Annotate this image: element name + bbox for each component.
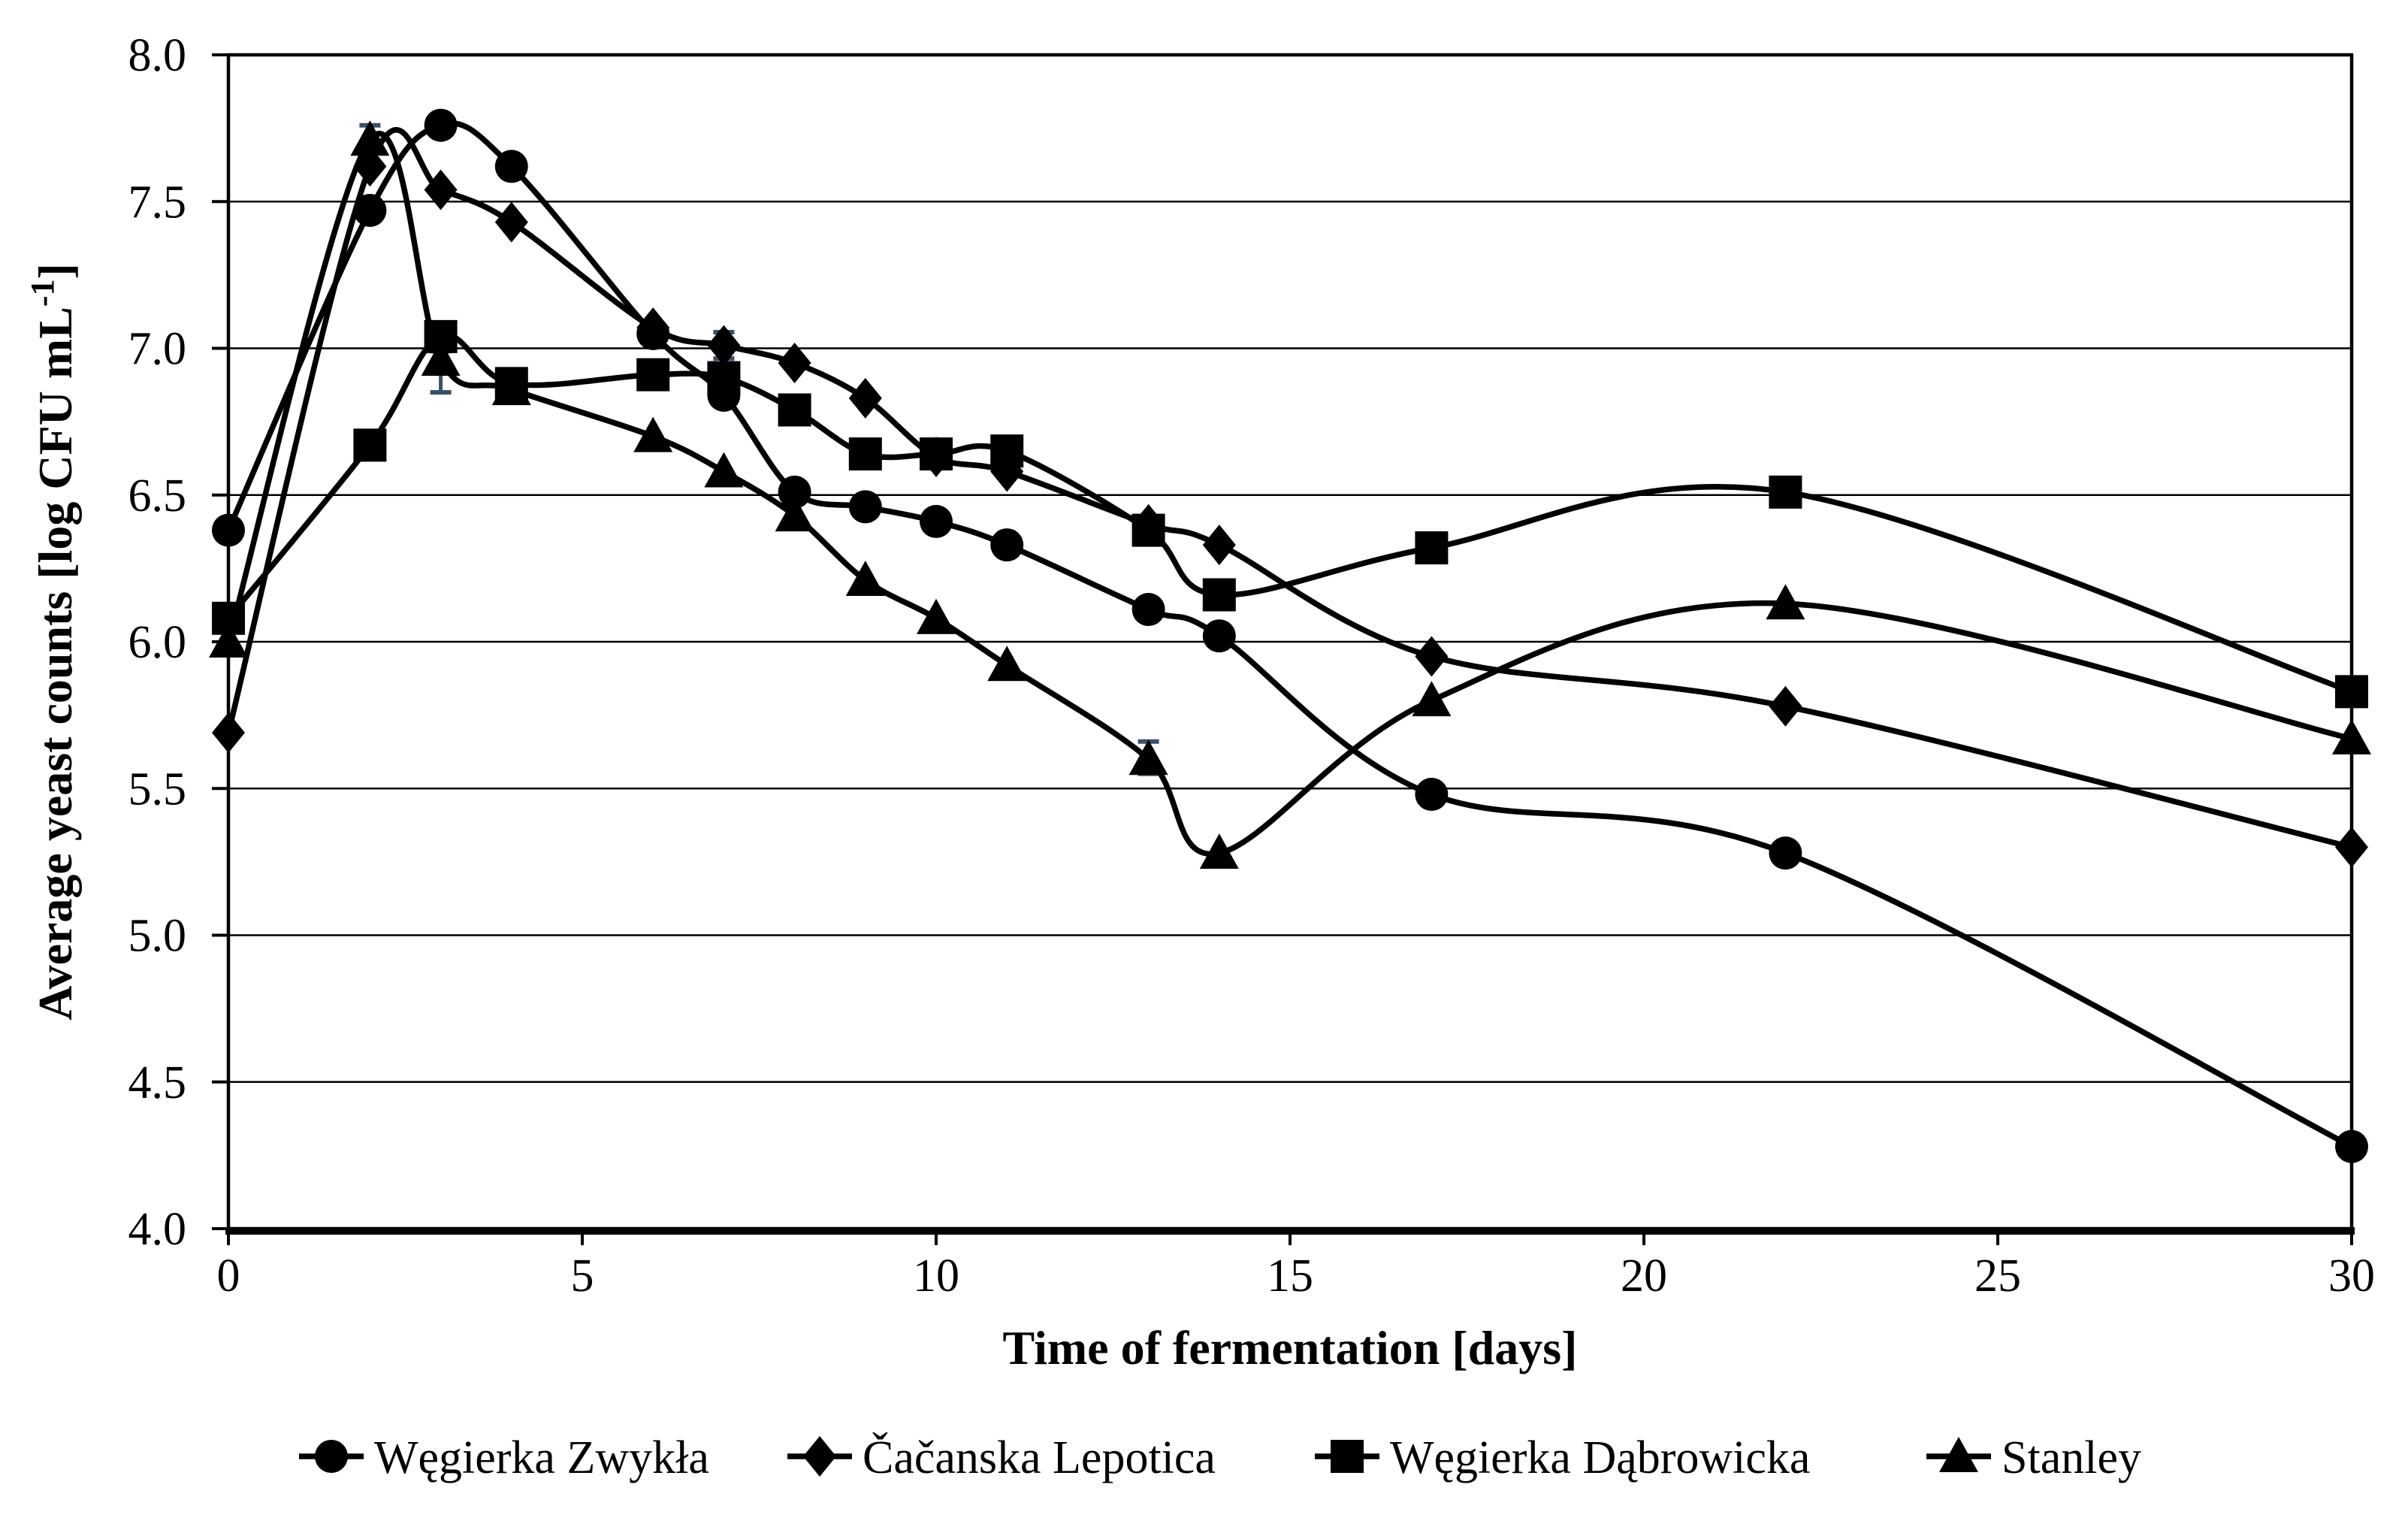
- x-tick-label: 10: [913, 1250, 959, 1302]
- legend-item-label: Čačanska Lepotica: [863, 1432, 1216, 1483]
- diamond-marker: [707, 325, 741, 366]
- legend-item-label: Węgierka Zwykła: [374, 1432, 709, 1483]
- data-series: [225, 120, 2355, 1150]
- series-line-circle: [225, 120, 2355, 1150]
- square-marker: [990, 434, 1024, 468]
- square-marker: [778, 393, 811, 427]
- square-marker: [707, 361, 741, 395]
- triangle-marker: [633, 416, 673, 452]
- circle-marker: [353, 193, 387, 227]
- diamond-marker: [2335, 827, 2368, 868]
- chart-legend: Węgierka Zwykła Čačanska Lepotica Węgierka…: [299, 1432, 2141, 1483]
- triangle-marker: [704, 452, 744, 488]
- square-marker: [353, 428, 387, 462]
- x-tick-label: 5: [571, 1250, 594, 1302]
- series-line-triangle: [225, 131, 2355, 857]
- data-markers: [209, 108, 2371, 1163]
- triangle-marker: [1128, 739, 1168, 776]
- square-marker: [1131, 513, 1165, 547]
- triangle-marker: [1766, 584, 1805, 620]
- circle-marker: [1202, 619, 1236, 653]
- diamond-marker: [848, 377, 882, 419]
- series-line-square: [225, 332, 2355, 695]
- square-marker: [1769, 475, 1802, 509]
- legend-item: Węgierka Dąbrowicka: [1315, 1432, 1810, 1483]
- circle-marker: [424, 108, 458, 142]
- diamond-marker: [778, 343, 811, 384]
- triangle-marker: [987, 646, 1027, 682]
- triangle-marker: [845, 560, 885, 596]
- diamond-marker: [636, 307, 670, 349]
- x-tick-label: 15: [1267, 1250, 1313, 1302]
- diamond-marker: [494, 201, 528, 243]
- triangle-marker: [775, 496, 814, 532]
- circle-marker: [494, 150, 528, 183]
- legend-item-label: Stanley: [2002, 1432, 2141, 1483]
- y-tick-label: 4.0: [128, 1204, 187, 1255]
- diamond-marker: [1415, 636, 1449, 677]
- square-marker: [920, 437, 953, 471]
- series-line-diamond: [225, 127, 2355, 851]
- square-legend-icon: [1331, 1440, 1364, 1473]
- y-tick-label: 5.5: [128, 764, 187, 815]
- legend-item: Węgierka Zwykła: [299, 1432, 709, 1483]
- triangle-marker: [917, 598, 956, 634]
- x-tick-label: 25: [1974, 1250, 2021, 1302]
- diamond-marker: [212, 712, 245, 754]
- diamond-marker: [1769, 685, 1802, 727]
- triangle-marker: [1412, 681, 1452, 717]
- y-tick-label: 5.0: [128, 911, 187, 962]
- square-marker: [636, 358, 670, 392]
- circle-marker: [1415, 778, 1449, 812]
- triangle-marker: [421, 340, 461, 376]
- triangle-marker: [1199, 833, 1239, 869]
- diamond-legend-icon: [803, 1436, 836, 1477]
- x-axis-title: Time of fermentation [days]: [1003, 1321, 1578, 1374]
- circle-marker: [1769, 836, 1802, 870]
- diamond-marker: [1202, 525, 1236, 566]
- square-marker: [848, 437, 882, 471]
- diamond-marker: [424, 169, 458, 210]
- x-tick-label: 0: [217, 1250, 240, 1302]
- x-tick-label: 20: [1621, 1250, 1667, 1302]
- y-tick-label: 8.0: [128, 30, 187, 81]
- triangle-marker: [350, 120, 390, 156]
- triangle-marker: [209, 622, 248, 658]
- y-tick-label: 7.5: [128, 177, 187, 228]
- axis-labels: Time of fermentation [days] 8.0 7.5 7.0 6.5…: [24, 30, 2375, 1374]
- circle-marker: [848, 490, 882, 524]
- y-tick-label: 4.5: [128, 1057, 187, 1108]
- y-tick-label: 7.0: [128, 324, 187, 375]
- circle-legend-icon: [315, 1440, 348, 1473]
- triangle-legend-icon: [1939, 1437, 1978, 1472]
- y-tick-label: 6.0: [128, 617, 187, 668]
- circle-marker: [1131, 593, 1165, 627]
- diamond-marker: [353, 146, 387, 187]
- gridlines: [228, 201, 2352, 1083]
- y-tick-label: 6.5: [128, 470, 187, 522]
- x-tick-label: 30: [2328, 1250, 2375, 1302]
- circle-marker: [990, 528, 1024, 562]
- legend-item: Čačanska Lepotica: [787, 1432, 1216, 1483]
- triangle-marker: [2332, 718, 2371, 754]
- square-marker: [212, 601, 245, 635]
- circle-marker: [212, 513, 245, 547]
- y-axis-title: Average yeast counts [log CFU mL-1]: [24, 263, 82, 1021]
- square-marker: [1415, 531, 1449, 565]
- square-marker: [2335, 675, 2368, 709]
- legend-item: Stanley: [1926, 1432, 2141, 1483]
- square-marker: [424, 319, 458, 353]
- legend-item-label: Węgierka Dąbrowicka: [1390, 1432, 1810, 1483]
- square-marker: [1202, 578, 1236, 612]
- circle-marker: [2335, 1129, 2368, 1163]
- circle-marker: [920, 504, 953, 538]
- square-marker: [494, 367, 528, 401]
- circle-marker: [778, 475, 811, 509]
